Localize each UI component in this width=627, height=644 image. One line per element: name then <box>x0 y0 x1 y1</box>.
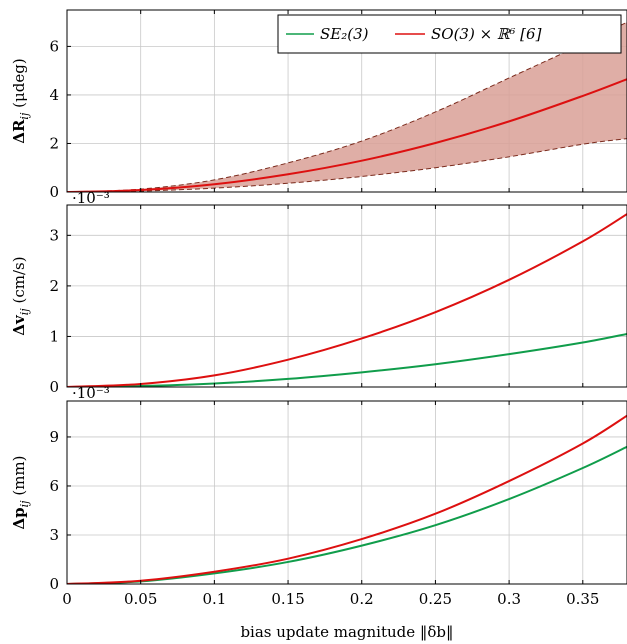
x-tick-label: 0.25 <box>419 590 452 608</box>
x-tick-label: 0.1 <box>202 590 226 608</box>
band-lower-bound <box>67 138 627 192</box>
so3r6-line <box>67 213 627 387</box>
legend-box <box>277 14 622 54</box>
x-tick-label: 0.3 <box>497 590 521 608</box>
y-axis-label: Δpij (mm) <box>10 456 31 530</box>
y-tick-label: 2 <box>49 134 59 152</box>
y-tick-label: 6 <box>49 477 59 495</box>
y-tick-label: 0 <box>49 575 59 593</box>
band-upper-bound <box>67 21 627 192</box>
x-tick-label: 0.15 <box>271 590 304 608</box>
y-tick-label: 4 <box>49 86 59 104</box>
y-tick-label: 3 <box>49 226 59 244</box>
se23-line <box>67 332 627 387</box>
y-tick-label: 1 <box>49 327 59 345</box>
plot-area <box>67 414 627 584</box>
panel-2: 0 1 2 3 ·10⁻³ Δvij (cm/s) <box>10 204 627 402</box>
x-tick-label: 0 <box>62 590 72 608</box>
so3r6-line <box>67 78 627 192</box>
axes-frame <box>66 400 627 585</box>
panel-3: 0 3 6 9 0 0.05 0.1 0.15 0.2 0.25 0.3 0.35 Δpij (mm) b… <box>10 400 627 641</box>
y-tick-label: 0 <box>49 183 59 201</box>
x-tick-label: 0.35 <box>566 590 599 608</box>
x-tick-label: 0.2 <box>350 590 374 608</box>
x-tick-label: 0.05 <box>124 590 157 608</box>
axes-frame <box>66 204 627 388</box>
x-axis-label: bias update magnitude ‖δb‖ <box>240 623 453 641</box>
plot-area <box>67 21 627 192</box>
legend-label-so3r6: SO(3) × ℝ⁶ [6] <box>431 25 542 43</box>
uncertainty-band <box>67 22 627 192</box>
y-tick-label: 9 <box>49 428 59 446</box>
y-tick-label: 0 <box>49 378 59 396</box>
legend: SE₂(3) SO(3) × ℝ⁶ [6] <box>277 14 622 54</box>
so3r6-line <box>67 414 627 584</box>
y-axis-label: ΔRij (μdeg) <box>10 58 31 143</box>
y-tick-label: 3 <box>49 526 59 544</box>
scale-note: ·10⁻³ <box>72 384 110 402</box>
legend-label-se23: SE₂(3) <box>320 25 369 43</box>
y-tick-label: 6 <box>49 37 59 55</box>
scale-note: ·10⁻³ <box>72 189 110 207</box>
se23-line <box>67 445 627 584</box>
panel-1: 0 2 4 6 ·10⁻³ ΔRij (μdeg) SE₂(3) SO(3) × ℝ⁶ [6] <box>10 9 627 207</box>
plot-area <box>67 213 627 387</box>
axes-frame <box>66 9 627 193</box>
y-tick-label: 2 <box>49 277 59 295</box>
y-axis-label: Δvij (cm/s) <box>10 256 31 335</box>
